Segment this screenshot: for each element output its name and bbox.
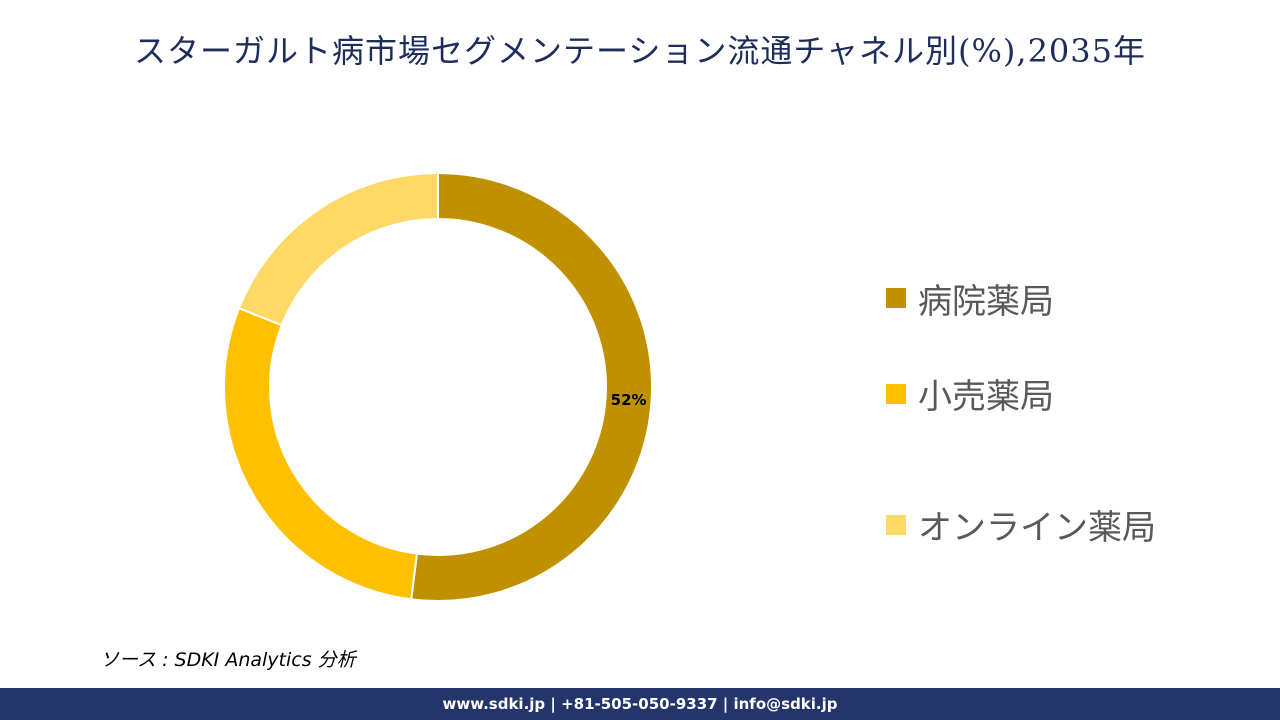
donut-slice-1	[223, 306, 419, 601]
legend-item-online: オンライン薬局	[886, 459, 1156, 590]
legend-label: 小売薬局	[918, 377, 1054, 417]
legend-swatch	[886, 383, 906, 404]
legend-label: オンライン薬局	[918, 508, 1156, 548]
data-label-0: 52%	[611, 391, 647, 409]
legend: 病院薬局 小売薬局 オンライン薬局	[886, 268, 1156, 590]
footer-bar: www.sdki.jp | +81-505-050-9337 | info@sd…	[0, 688, 1280, 720]
donut-slice-2	[237, 171, 439, 327]
legend-swatch	[886, 514, 906, 535]
source-note: ソース : SDKI Analytics 分析	[100, 649, 356, 671]
legend-swatch	[886, 288, 906, 308]
legend-item-retail: 小売薬局	[886, 328, 1156, 459]
legend-item-hospital: 病院薬局	[886, 268, 1156, 328]
chart-title: スターガルト病市場セグメンテーション流通チャネル別(%),2035年	[133, 32, 1147, 70]
legend-label: 病院薬局	[918, 281, 1054, 322]
donut-slice-0	[410, 171, 653, 602]
